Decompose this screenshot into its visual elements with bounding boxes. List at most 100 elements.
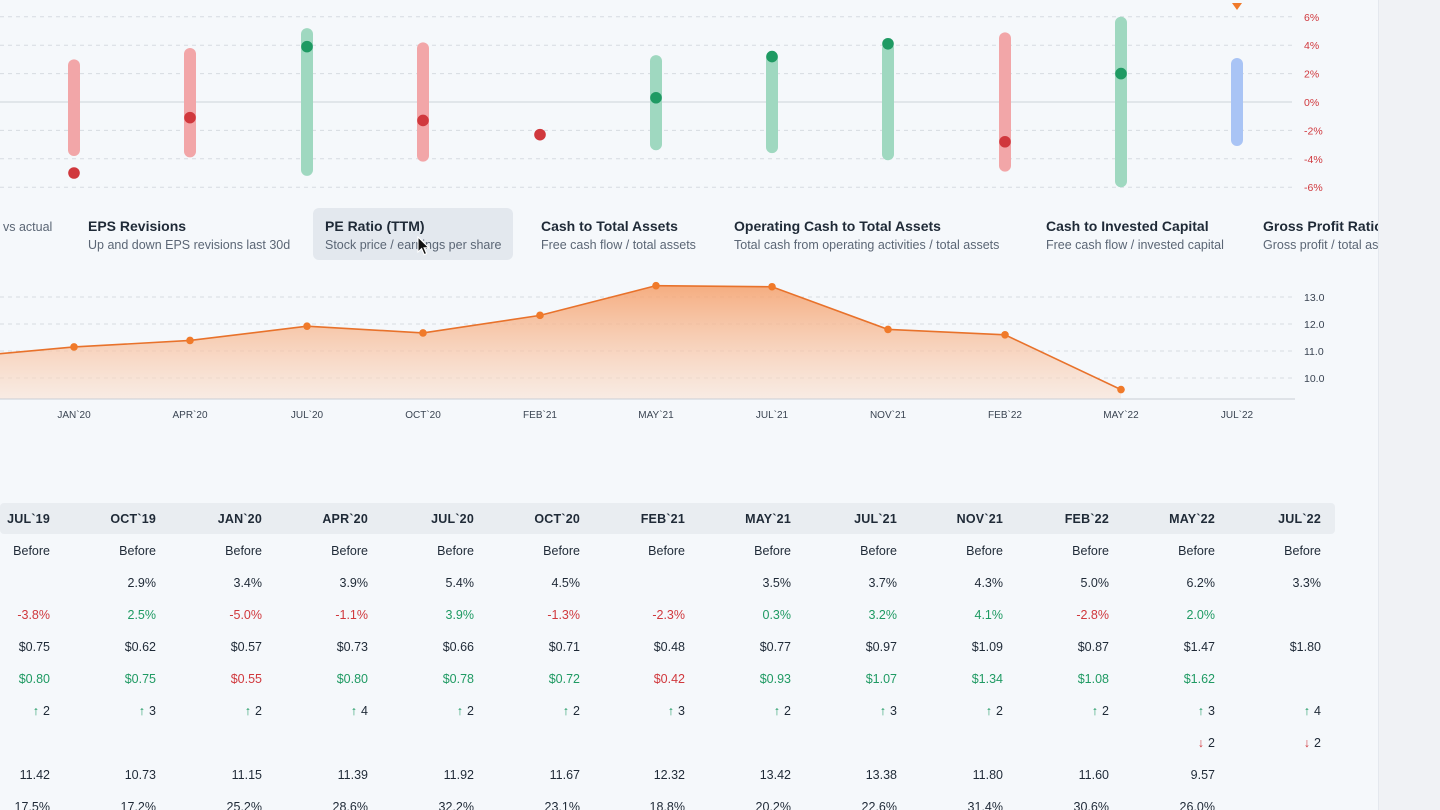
data-point — [652, 281, 660, 290]
column-header: MAY`22 — [1169, 512, 1215, 526]
range-bar — [68, 59, 80, 156]
table-cell: Before — [13, 544, 50, 558]
metric-tab[interactable]: Cash to Total Assets Free cash flow / tot… — [529, 208, 708, 260]
metric-tab[interactable]: Gross Profit Ratio Gross profit / total a… — [1251, 208, 1378, 260]
table-cell: ↑ 3 — [46, 703, 156, 719]
revision-count: 2 — [996, 704, 1003, 718]
range-bar — [999, 32, 1011, 172]
x-tick-label: FEB`22 — [988, 409, 1022, 421]
table-cell: Before — [225, 544, 262, 558]
scrollbar-track[interactable] — [1378, 0, 1440, 810]
arrow-down-icon: ↓ — [1197, 736, 1205, 750]
table-cell: Before — [543, 544, 580, 558]
table-cell: 11.67 — [549, 768, 580, 782]
data-point — [419, 329, 427, 337]
table-cell: 2.9% — [127, 576, 157, 590]
x-tick-label: MAY`22 — [1103, 409, 1139, 421]
metric-subtitle: Free cash flow / invested capital — [1046, 238, 1224, 252]
range-bar — [184, 48, 196, 158]
table-cell: 2.5% — [127, 608, 157, 622]
y-tick-label: -4% — [1304, 154, 1323, 166]
metric-tab[interactable]: Cash to Invested Capital Free cash flow /… — [1034, 208, 1236, 260]
table-cell: $0.80 — [18, 672, 50, 686]
column-header: JUL`20 — [431, 512, 474, 526]
revision-count: 3 — [149, 704, 156, 718]
revision-count: 3 — [890, 704, 897, 718]
table-cell: 13.42 — [759, 768, 791, 782]
table-cell: $1.08 — [1077, 672, 1109, 686]
table-cell: ↑ 2 — [152, 703, 262, 719]
table-cell: 31.4% — [967, 800, 1003, 810]
revision-count: 2 — [43, 704, 50, 718]
table-cell: 3.9% — [339, 576, 369, 590]
metric-tab[interactable]: vs actual — [0, 208, 64, 260]
actual-dot — [882, 37, 894, 50]
table-cell: 17.5% — [14, 800, 50, 810]
data-point — [768, 282, 776, 291]
range-bar — [1115, 16, 1127, 188]
table-cell: 10.73 — [124, 768, 156, 782]
table-cell: ↑ 2 — [681, 703, 791, 719]
table-cell: $0.87 — [1077, 640, 1109, 654]
table-cell: -2.8% — [1076, 608, 1109, 622]
x-tick-label: APR`20 — [172, 409, 207, 421]
range-bar — [417, 42, 429, 162]
revision-count: 2 — [573, 704, 580, 718]
table-cell: ↑ 4 — [1211, 703, 1321, 719]
metric-tab[interactable]: Operating Cash to Total Assets Total cash… — [722, 208, 1011, 260]
table-cell: 32.2% — [438, 800, 474, 810]
table-cell: 11.42 — [19, 768, 50, 782]
table-cell: 11.39 — [337, 768, 368, 782]
table-cell: 11.80 — [972, 768, 1003, 782]
arrow-up-icon: ↑ — [138, 704, 146, 718]
table-cell: $0.48 — [653, 640, 685, 654]
metric-tab[interactable]: PE Ratio (TTM) Stock price / earnings per… — [313, 208, 514, 260]
actual-dot — [999, 135, 1011, 148]
table-cell: ↑ 2 — [364, 703, 474, 719]
table-cell: $0.75 — [18, 640, 50, 654]
y-tick-label: 2% — [1304, 69, 1319, 81]
arrow-up-icon: ↑ — [985, 704, 993, 718]
metric-selector: vs actual EPS Revisions Up and down EPS re… — [0, 208, 1378, 260]
financials-panel: 6% 4% 2% 0% -2% -4% -6% vs actual EPS Revisions… — [0, 3, 1378, 810]
table-cell: $0.66 — [442, 640, 474, 654]
column-header: JUL`22 — [1278, 512, 1321, 526]
arrow-up-icon: ↑ — [879, 704, 887, 718]
area-fill — [0, 285, 1121, 399]
x-tick-label: FEB`21 — [523, 409, 557, 421]
table-cell: 6.2% — [1186, 576, 1216, 590]
table-cell: $0.77 — [759, 640, 791, 654]
table-cell: Before — [119, 544, 156, 558]
column-header: FEB`21 — [640, 512, 685, 526]
revision-count: 2 — [1314, 736, 1321, 750]
table-cell: Before — [1072, 544, 1109, 558]
table-cell: 13.38 — [865, 768, 897, 782]
table-cell: Before — [437, 544, 474, 558]
table-cell: $0.72 — [548, 672, 580, 686]
table-cell: -5.0% — [229, 608, 262, 622]
x-tick-label: JUL`21 — [756, 409, 789, 421]
arrow-up-icon: ↑ — [562, 704, 570, 718]
table-cell: Before — [966, 544, 1003, 558]
data-point — [186, 336, 194, 345]
table-cell: $0.78 — [442, 672, 474, 686]
table-cell: ↑ 4 — [258, 703, 368, 719]
column-header: OCT`20 — [534, 512, 580, 526]
data-point — [1001, 331, 1009, 339]
table-cell: $0.71 — [548, 640, 580, 654]
table-cell: 12.32 — [653, 768, 685, 782]
metric-tab[interactable]: EPS Revisions Up and down EPS revisions l… — [76, 208, 302, 260]
y-tick-label: 13.0 — [1304, 292, 1325, 304]
table-cell: 22.6% — [861, 800, 897, 810]
x-tick-label: JAN`20 — [57, 409, 91, 421]
metric-title: PE Ratio (TTM) — [325, 218, 425, 234]
table-cell: 11.60 — [1078, 768, 1109, 782]
metric-subtitle: vs actual — [3, 220, 53, 234]
metric-title: Operating Cash to Total Assets — [734, 218, 941, 234]
table-cell: -2.3% — [652, 608, 685, 622]
table-cell: 3.7% — [868, 576, 898, 590]
table-cell: $0.73 — [336, 640, 368, 654]
range-bar — [301, 28, 313, 176]
y-tick-label: -6% — [1304, 182, 1323, 194]
column-header: NOV`21 — [956, 512, 1003, 526]
